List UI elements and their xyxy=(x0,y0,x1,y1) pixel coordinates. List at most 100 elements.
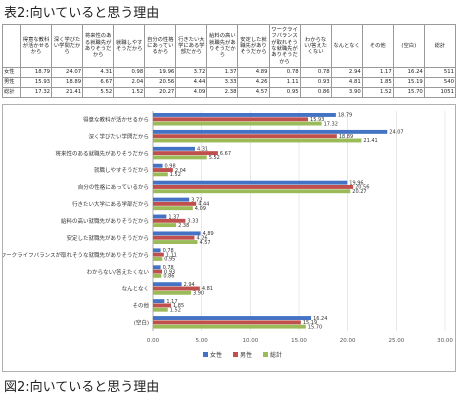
table-cell: 18.89 xyxy=(51,77,84,88)
table-cell: 6.67 xyxy=(82,77,115,88)
data-label: 18.89 xyxy=(339,134,353,140)
table-header-row: 得意な教科が活かせるから 深く学びたい学問だから 将来性のある就職先がありそうだ… xyxy=(2,24,457,68)
category-label: 行きたい大学にある学部だから xyxy=(72,200,149,208)
bar xyxy=(153,189,351,194)
bar xyxy=(153,214,167,219)
bar xyxy=(153,248,161,253)
table-cell: 0.78 xyxy=(268,67,301,78)
data-label: 4.81 xyxy=(202,286,213,292)
table-cell: 5.52 xyxy=(82,87,115,98)
data-label: 1.37 xyxy=(168,214,179,220)
table-cell: 3.72 xyxy=(175,67,208,78)
category-label: 自分の性格にあっているから xyxy=(78,183,149,191)
chart-container: 0.00 5.00 10.00 15.00 20.00 25.00 30.00 得意な教科が活… xyxy=(2,104,456,372)
bar xyxy=(153,290,191,295)
x-tick-label: 25.00 xyxy=(388,338,404,344)
x-tick-label: 20.00 xyxy=(340,338,356,344)
data-table: 得意な教科が活かせるから 深く学びたい学問だから 将来性のある就職先がありそうだ… xyxy=(2,24,457,98)
column-header: 総計 xyxy=(423,24,457,68)
table-cell: 15.70 xyxy=(392,87,425,98)
data-label: 2.38 xyxy=(178,223,189,229)
bar xyxy=(153,155,207,160)
table-cell: 0.93 xyxy=(299,77,332,88)
bar xyxy=(153,324,306,329)
table-cell: 19.96 xyxy=(144,67,177,78)
data-label: 19.96 xyxy=(349,180,363,186)
table-cell: 4.57 xyxy=(237,87,270,98)
bar xyxy=(153,307,168,312)
legend-label: 総計 xyxy=(270,351,282,359)
data-label: 0.78 xyxy=(163,265,174,271)
data-label: 0.86 xyxy=(163,274,174,280)
table-cell: 15.19 xyxy=(392,77,425,88)
bar xyxy=(153,168,173,172)
data-label: 0.93 xyxy=(164,269,175,275)
bar xyxy=(153,240,198,244)
table-cell: 0.78 xyxy=(299,67,332,78)
table-cell: 1051 xyxy=(423,87,457,98)
bar xyxy=(153,231,201,236)
x-tick-label: 15.00 xyxy=(291,338,307,344)
table-cell: 511 xyxy=(423,67,457,78)
data-label: 4.31 xyxy=(197,147,208,153)
table-cell: 4.26 xyxy=(237,77,270,88)
data-label: 0.98 xyxy=(165,163,176,169)
bar xyxy=(153,134,337,139)
category-label: 就職しやすそうだから xyxy=(94,166,149,174)
x-tick-label: 30.00 xyxy=(437,338,453,344)
category-label: (空白) xyxy=(134,319,149,327)
data-label: 5.52 xyxy=(209,155,220,161)
bar xyxy=(153,269,163,274)
x-tick-label: 5.00 xyxy=(196,338,209,344)
table-cell: 18.79 xyxy=(19,67,53,78)
data-label: 24.07 xyxy=(389,130,403,136)
table-cell: 2.94 xyxy=(330,67,363,78)
data-label: 17.32 xyxy=(324,121,338,127)
x-tick-label: 0.00 xyxy=(147,338,160,344)
bar xyxy=(153,320,301,325)
data-label: 18.79 xyxy=(338,113,352,119)
column-header: 就職しやすそうだから xyxy=(113,24,146,68)
data-label: 20.27 xyxy=(352,189,366,195)
bar xyxy=(153,121,322,126)
table-cell: 17.32 xyxy=(19,87,53,98)
table-cell: 1.85 xyxy=(361,77,394,88)
bar xyxy=(153,117,309,122)
bar xyxy=(153,180,348,185)
bar xyxy=(153,316,312,320)
legend-swatch xyxy=(203,352,208,357)
table-cell: 3.90 xyxy=(330,87,363,98)
category-label: なんとなく xyxy=(122,286,149,293)
table-cell: 1.37 xyxy=(206,67,239,78)
category-label: 安定した就職先がありそうだから xyxy=(66,234,149,242)
table-cell: 2.04 xyxy=(113,77,146,88)
data-label: 1.52 xyxy=(170,307,181,313)
legend-label: 女性 xyxy=(210,351,222,359)
bar xyxy=(153,299,165,304)
data-label: 2.94 xyxy=(184,282,195,288)
row-label: 女性 xyxy=(2,67,21,78)
bar xyxy=(153,303,172,308)
column-header: なんとなく xyxy=(330,24,363,68)
data-label: 4.26 xyxy=(196,235,207,241)
category-label: その他 xyxy=(132,302,149,310)
table-cell: 21.41 xyxy=(51,87,84,98)
legend-swatch xyxy=(263,352,268,357)
data-label: 15.19 xyxy=(303,320,317,326)
table-cell: 0.95 xyxy=(268,87,301,98)
table-cell: 24.07 xyxy=(51,67,84,78)
data-label: 3.90 xyxy=(193,291,204,297)
bar xyxy=(153,206,193,211)
row-label: 総計 xyxy=(2,87,21,98)
column-header: 深く学びたい学問だから xyxy=(51,24,84,68)
column-header: 安定した就職先がありそうだから xyxy=(237,24,270,68)
table-cell: 1.52 xyxy=(113,87,146,98)
data-label: 1.17 xyxy=(166,299,177,305)
table-cell: 3.33 xyxy=(206,77,239,88)
column-header: ワークライフバランスが取れそうな就職先がありそうだから xyxy=(268,24,301,68)
category-label: 深く学びたい学問だから xyxy=(88,132,149,140)
bar xyxy=(153,197,190,202)
data-label: 4.89 xyxy=(203,231,214,237)
bar xyxy=(153,151,218,156)
data-label: 3.72 xyxy=(191,197,202,203)
